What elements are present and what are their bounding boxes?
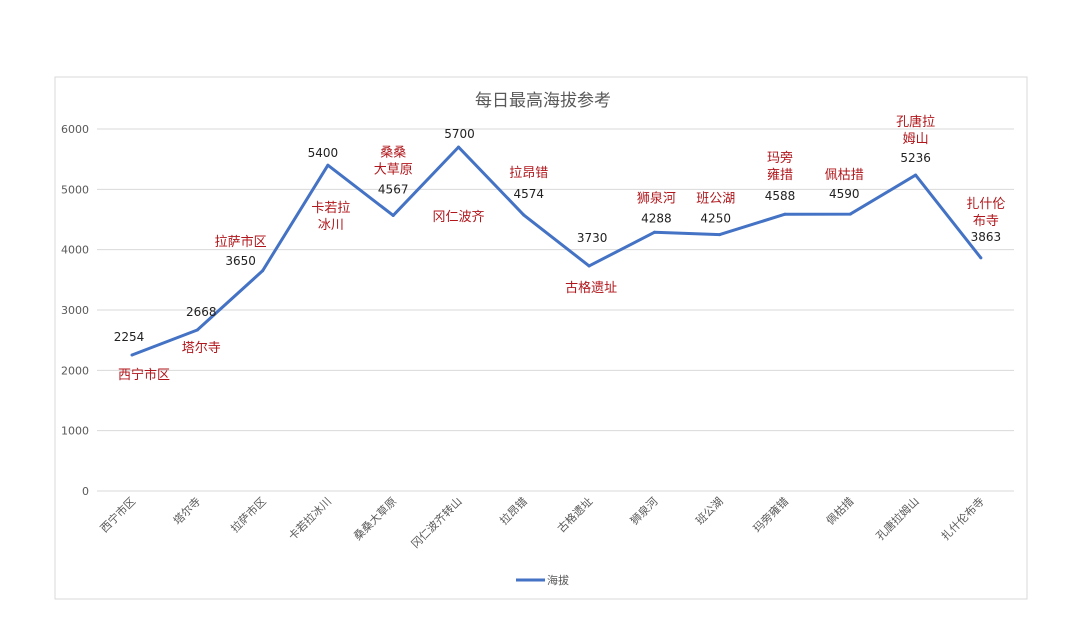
data-label: 2668 (186, 305, 217, 319)
place-annotation: 拉昂错 (509, 166, 548, 181)
data-point (718, 233, 722, 237)
place-annotation: 姆山 (903, 132, 929, 147)
data-point (783, 212, 787, 216)
data-point (391, 213, 395, 217)
y-tick-label: 0 (82, 485, 89, 498)
y-tick-label: 3000 (61, 304, 89, 317)
data-point (587, 264, 591, 268)
data-label: 4250 (700, 212, 731, 226)
place-annotation: 桑桑 (380, 145, 406, 160)
data-label: 4574 (514, 187, 545, 201)
place-annotation: 玛旁 (767, 150, 793, 166)
place-annotation: 卡若拉 (311, 200, 350, 216)
chart-title: 每日最高海拔参考 (475, 91, 611, 111)
data-point (652, 230, 656, 234)
place-annotation: 塔尔寺 (182, 341, 221, 356)
place-annotation: 西宁市区 (118, 367, 170, 383)
data-label: 4567 (378, 182, 409, 196)
data-label: 3650 (225, 254, 256, 268)
data-label: 4590 (829, 187, 860, 201)
data-point (130, 353, 134, 357)
place-annotation: 布寺 (973, 214, 999, 229)
y-tick-label: 5000 (61, 183, 89, 196)
data-label: 3730 (577, 231, 608, 245)
data-label: 4288 (641, 211, 672, 225)
data-point (261, 269, 265, 273)
data-point (848, 212, 852, 216)
data-label: 5236 (900, 151, 931, 165)
place-annotation: 大草原 (374, 162, 413, 177)
legend-label: 海拔 (547, 573, 569, 587)
data-point (457, 145, 460, 149)
data-label: 4588 (765, 189, 796, 203)
data-point (979, 256, 983, 260)
place-annotation: 冰川 (318, 218, 344, 233)
chart-frame (54, 76, 1028, 600)
data-label: 2254 (114, 330, 145, 344)
data-point (326, 163, 330, 167)
place-annotation: 班公湖 (696, 192, 735, 207)
place-annotation: 雍措 (767, 167, 793, 183)
data-label: 5700 (444, 127, 475, 141)
place-annotation: 冈仁波齐 (432, 209, 484, 225)
data-point (195, 328, 199, 332)
y-tick-label: 2000 (61, 364, 89, 377)
y-tick-label: 6000 (61, 123, 89, 136)
y-tick-label: 4000 (61, 244, 89, 257)
place-annotation: 孔唐拉 (896, 114, 935, 130)
place-annotation: 拉萨市区 (215, 234, 267, 250)
y-tick-label: 1000 (61, 425, 89, 438)
data-label: 5400 (308, 146, 339, 160)
legend: 海拔 (516, 573, 569, 587)
place-annotation: 狮泉河 (637, 190, 676, 206)
series-line (131, 145, 983, 357)
data-point (914, 173, 918, 177)
place-annotation: 扎什伦 (966, 197, 1005, 212)
data-point (522, 213, 526, 217)
data-label: 3863 (971, 230, 1002, 244)
place-annotation: 古格遗址 (565, 280, 617, 296)
place-annotation: 佩枯措 (825, 168, 864, 183)
